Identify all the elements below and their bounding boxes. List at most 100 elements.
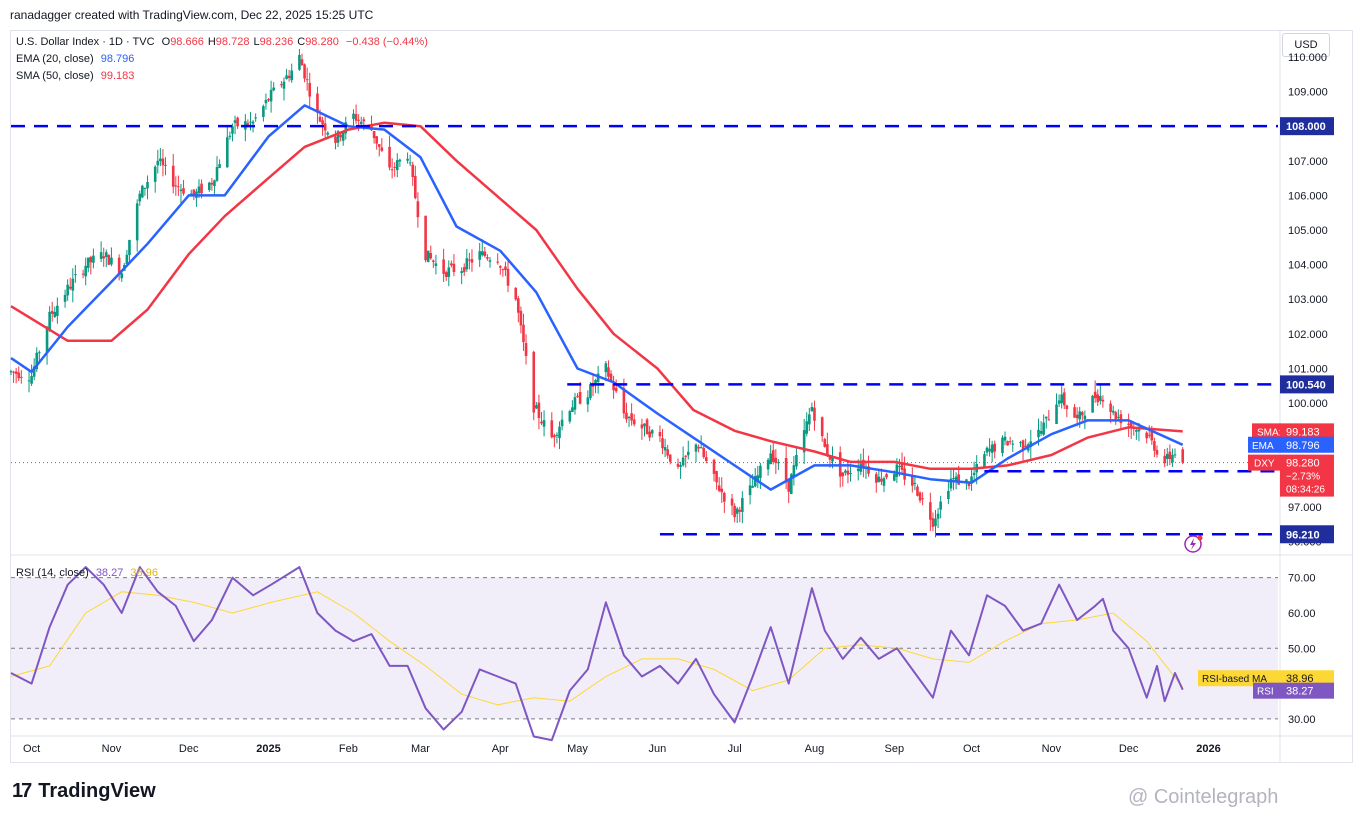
rsi-ma-badge-tag — [1198, 670, 1280, 687]
candle-body — [1078, 411, 1082, 420]
candle-body — [766, 459, 770, 470]
rsi-tick-label: 60.00 — [1288, 608, 1316, 620]
candle-body — [571, 407, 574, 412]
ema-badge-tag — [1248, 436, 1280, 453]
dxy-badge-tag — [1248, 454, 1280, 471]
candle-body — [645, 419, 649, 435]
rsi-line — [10, 566, 1184, 742]
price-tick-label: 106.000 — [1288, 190, 1328, 202]
candle-body — [372, 131, 376, 139]
candle-body — [161, 158, 165, 166]
candle-body — [537, 402, 541, 419]
candle-body — [913, 482, 917, 485]
candle-body — [434, 263, 438, 267]
candle-body — [578, 391, 582, 404]
candle-body — [486, 257, 489, 259]
candle-body — [1060, 394, 1063, 404]
candle-body — [501, 269, 505, 271]
candle-body — [911, 475, 914, 486]
candle-body — [334, 136, 337, 143]
candle-body — [444, 272, 448, 277]
candle-body — [735, 508, 739, 514]
candle-body — [1101, 399, 1105, 402]
candle-body — [985, 447, 989, 453]
candle-body — [1042, 422, 1045, 435]
candle-body — [287, 75, 291, 78]
candle-body — [442, 259, 445, 274]
candle-body — [774, 457, 778, 464]
cointelegraph-watermark: @ Cointelegraph — [1128, 786, 1279, 808]
candle-body — [1062, 392, 1066, 406]
candle-body — [432, 260, 435, 262]
candle-body — [81, 273, 85, 275]
price-tick-label: 110.000 — [1288, 52, 1327, 64]
candle-body — [447, 267, 451, 277]
candle-body — [916, 486, 919, 496]
sma-legend[interactable]: SMA (50, close) 99.183 — [16, 70, 134, 82]
candle-body — [398, 159, 402, 162]
candle-body — [831, 456, 834, 462]
candle-body — [156, 160, 160, 166]
candle-body — [246, 123, 250, 126]
candle-body — [411, 164, 415, 178]
candle-body — [954, 476, 958, 482]
candle-body — [416, 201, 420, 218]
candle-body — [983, 454, 986, 467]
candle-body — [141, 185, 144, 198]
candle-body — [251, 121, 255, 124]
candle-body — [86, 257, 90, 268]
candle-body — [326, 132, 330, 135]
symbol-title[interactable]: U.S. Dollar Index · 1D · TVC — [16, 36, 155, 48]
price-change: −0.438 (−0.44%) — [345, 36, 428, 48]
lightning-icon-dot — [1197, 535, 1203, 541]
level-badge — [1280, 375, 1334, 394]
dxy-badge — [1280, 454, 1334, 497]
candle-body — [1099, 396, 1102, 401]
candle-body — [900, 464, 904, 470]
candle-body — [9, 371, 13, 373]
candle-body — [213, 180, 216, 187]
currency-button[interactable]: USD — [1282, 33, 1330, 57]
candle-body — [236, 117, 239, 127]
candle-body — [694, 444, 698, 452]
candle-body — [535, 405, 538, 409]
candle-body — [921, 498, 924, 500]
rsi-legend[interactable]: RSI (14, close) 38.27 38.96 — [16, 567, 158, 579]
ema20-line — [10, 104, 1184, 491]
tradingview-logo[interactable]: 17 TradingView — [12, 780, 156, 803]
candle-body — [218, 164, 221, 168]
rsi-ma-badge-value: 38.96 — [1286, 673, 1314, 685]
candle-body — [300, 59, 304, 66]
candle-body — [465, 258, 469, 270]
candle-body — [488, 260, 492, 262]
candle-body — [120, 273, 124, 279]
candle-body — [988, 448, 991, 452]
candle-body — [524, 343, 528, 357]
candle-body — [607, 367, 610, 377]
candle-body — [290, 70, 293, 81]
ema-badge — [1280, 436, 1334, 453]
candle-body — [712, 459, 716, 474]
candle-body — [48, 311, 51, 330]
candle-body — [823, 439, 827, 447]
candle-body — [738, 509, 742, 512]
candle-body — [174, 185, 178, 187]
rsi-badge-tag — [1253, 682, 1280, 699]
ema-value: 98.796 — [100, 53, 135, 65]
candle-body — [354, 113, 358, 121]
level-badge — [1280, 117, 1334, 136]
candle-body — [452, 263, 456, 273]
candle-body — [813, 407, 816, 421]
candle-body — [856, 468, 860, 472]
candle-body — [1008, 441, 1012, 443]
candle-body — [892, 474, 896, 481]
candle-body — [632, 419, 636, 425]
candle-body — [336, 131, 340, 143]
candle-body — [74, 274, 77, 276]
candle-body — [622, 388, 626, 414]
price-tick-label: 103.000 — [1288, 294, 1328, 306]
ema-legend[interactable]: EMA (20, close) 98.796 — [16, 53, 134, 65]
candle-body — [517, 298, 520, 313]
candle-body — [540, 421, 543, 424]
